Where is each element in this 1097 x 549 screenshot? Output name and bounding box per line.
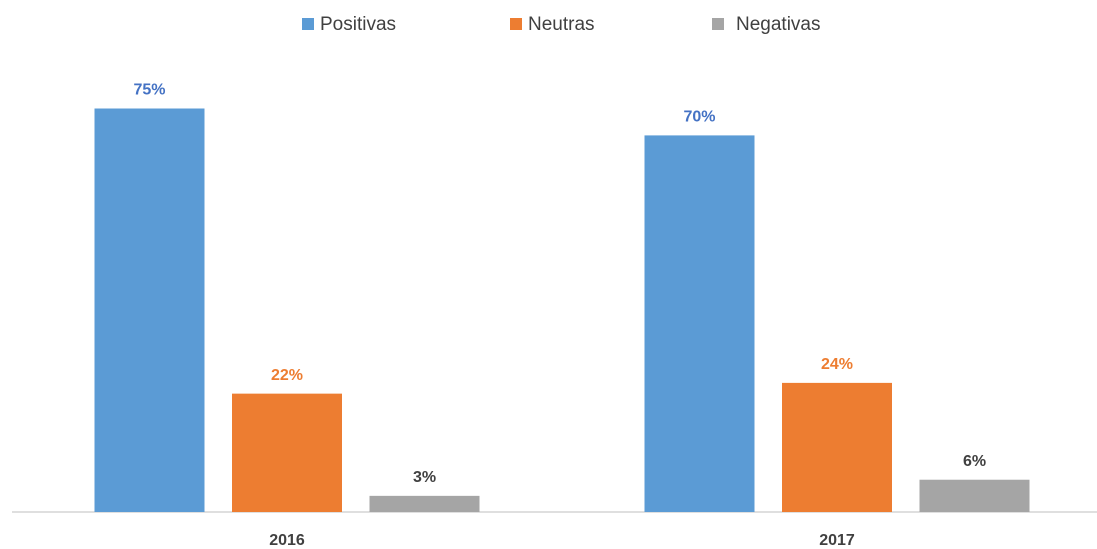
legend-swatch [302,18,314,30]
legend-label: Negativas [736,14,821,35]
data-label: 6% [963,453,986,470]
x-tick-label: 2017 [819,532,855,549]
legend-swatch [712,18,724,30]
bar [369,495,480,512]
bar [919,479,1030,512]
legend-label: Positivas [320,14,396,35]
data-label: 70% [683,109,715,126]
data-label: 3% [413,469,436,486]
legend-label: Neutras [528,14,595,35]
bar [782,382,892,512]
bar [94,108,205,512]
x-tick-label: 2016 [269,532,305,549]
data-label: 22% [271,367,303,384]
bar [232,393,342,512]
legend-swatch [510,18,522,30]
bar [644,135,755,512]
data-label: 24% [821,356,853,373]
data-label: 75% [133,82,165,99]
